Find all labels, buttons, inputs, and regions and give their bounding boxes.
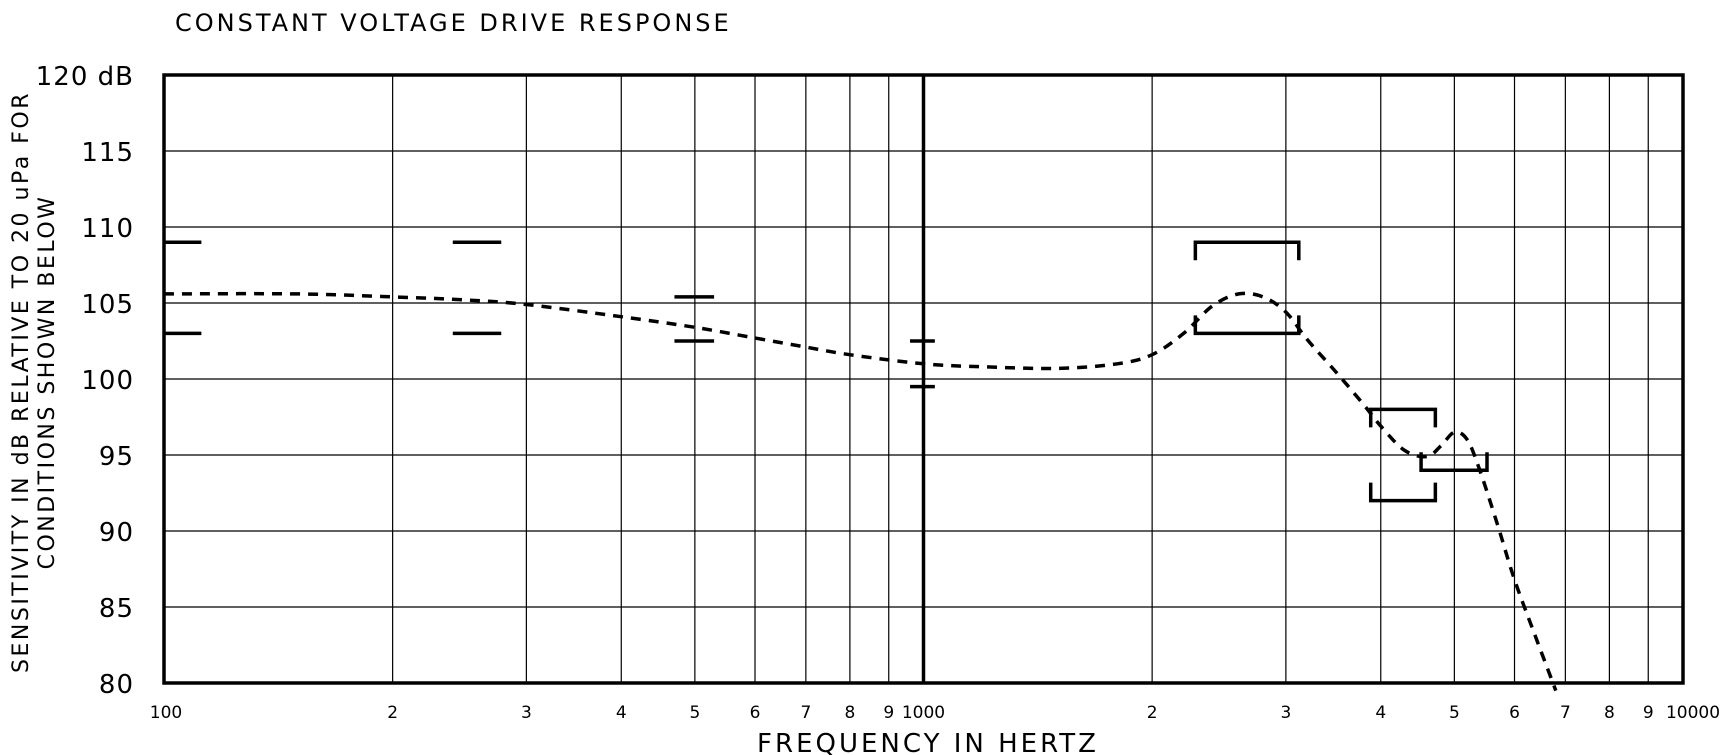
x-tick-label: 7 <box>800 703 811 723</box>
y-tick-label: 100 <box>81 366 134 396</box>
x-tick-label: 1000 <box>902 703 945 723</box>
x-tick-label: 5 <box>689 703 700 723</box>
response-curve-dashed <box>163 291 1558 692</box>
y-tick-label: 85 <box>99 594 134 624</box>
x-axis-label: FREQUENCY IN HERTZ <box>757 729 1099 755</box>
plot-frame <box>162 73 1685 685</box>
y-tick-label: 110 <box>81 214 134 244</box>
x-tick-label: 3 <box>1280 703 1291 723</box>
plot-grid <box>164 75 1683 683</box>
tolerance-marks <box>164 240 1489 503</box>
tolerance-bracket-upper <box>1193 240 1301 261</box>
y-tick-label: 120 dB <box>36 62 134 92</box>
x-tick-label: 3 <box>521 703 532 723</box>
x-tick-label: 100 <box>150 703 182 723</box>
x-tick-label: 5 <box>1449 703 1460 723</box>
y-tick-label: 80 <box>99 670 134 700</box>
x-tick-label: 6 <box>750 703 761 723</box>
tolerance-bracket-lower <box>1193 315 1301 336</box>
x-tick-label: 4 <box>1375 703 1386 723</box>
y-axis-label: SENSITIVITY IN dB RELATIVE TO 20 uPa FOR… <box>9 91 60 673</box>
tolerance-bracket-upper <box>1368 407 1438 428</box>
x-tick-label: 8 <box>1604 703 1615 723</box>
x-tick-label: 4 <box>616 703 627 723</box>
x-tick-label: 6 <box>1509 703 1520 723</box>
y-tick-label: 115 <box>81 138 134 168</box>
x-tick-label: 2 <box>1147 703 1158 723</box>
x-tick-label: 8 <box>844 703 855 723</box>
x-tick-label: 2 <box>387 703 398 723</box>
x-tick-label: 10000 <box>1666 703 1720 723</box>
tolerance-bracket-lower <box>1419 452 1489 472</box>
chart-title: CONSTANT VOLTAGE DRIVE RESPONSE <box>175 9 732 37</box>
x-tick-labels: 100 2 3 4 5 6 7 8 9 1000 2 3 4 5 6 7 8 9 10000 <box>150 703 1720 723</box>
y-tick-label: 105 <box>81 290 134 320</box>
y-tick-label: 95 <box>99 442 134 472</box>
y-tick-label: 90 <box>99 518 134 548</box>
y-axis-label-line-2: CONDITIONS SHOWN BELOW <box>35 195 60 570</box>
y-tick-labels: 120 dB 115 110 105 100 95 90 85 80 <box>36 62 134 700</box>
x-tick-label: 7 <box>1560 703 1571 723</box>
x-tick-label: 9 <box>883 703 894 723</box>
y-axis-label-line-1: SENSITIVITY IN dB RELATIVE TO 20 uPa FOR <box>9 91 34 673</box>
x-tick-label: 9 <box>1643 703 1654 723</box>
tolerance-bracket-lower <box>1368 482 1438 503</box>
